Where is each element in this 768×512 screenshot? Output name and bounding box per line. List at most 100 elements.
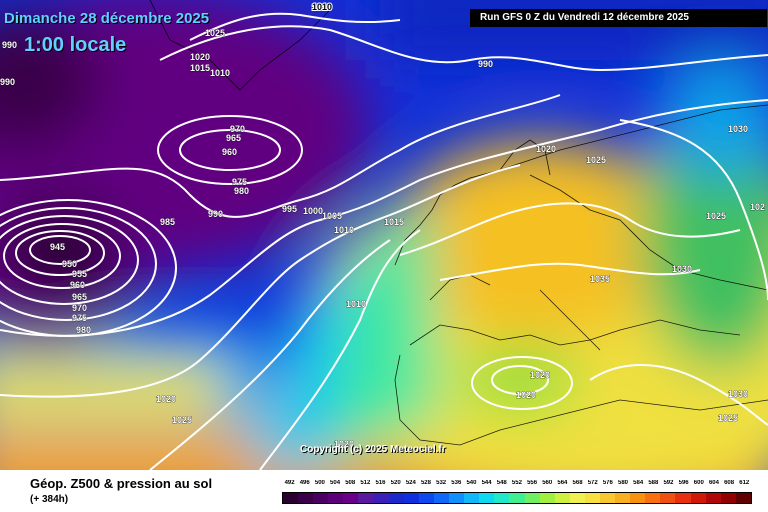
isobar-label: 980 <box>76 325 91 335</box>
scale-swatch <box>418 493 434 503</box>
scale-swatch <box>660 493 676 503</box>
isobar-label: 955 <box>72 269 87 279</box>
isobar-label: 945 <box>50 242 65 252</box>
isobar-label: 980 <box>234 186 249 196</box>
isobar-label: 970 <box>72 303 87 313</box>
isobar-label: 985 <box>160 217 175 227</box>
isobar-label: 1030 <box>728 124 748 134</box>
scale-swatch <box>569 493 585 503</box>
scale-swatch <box>584 493 600 503</box>
scale-swatch <box>313 493 329 503</box>
scale-swatch <box>690 493 706 503</box>
isobar-label: 1025 <box>706 211 726 221</box>
scale-label: 520 <box>390 480 401 486</box>
scale-label: 548 <box>496 480 507 486</box>
isobar-label: 990 <box>0 77 15 87</box>
weather-map: 990 990 1010 1025 1020 1015 1010 990 970… <box>0 0 768 470</box>
scale-label: 528 <box>420 480 431 486</box>
scale-label: 584 <box>633 480 644 486</box>
scale-label: 568 <box>572 480 583 486</box>
isobar-label: 975 <box>72 313 87 323</box>
scale-label: 512 <box>360 480 371 486</box>
isobar-label: 1010 <box>312 2 332 12</box>
scale-swatch <box>494 493 510 503</box>
scale-swatch <box>509 493 525 503</box>
copyright-text: Copyright (c) 2025 Meteociel.fr <box>300 444 446 455</box>
scale-swatch <box>449 493 465 503</box>
scale-label: 588 <box>648 480 659 486</box>
isobar-label: 990 <box>2 40 17 50</box>
isobar-label: 1010 <box>334 225 354 235</box>
forecast-date: Dimanche 28 décembre 2025 <box>4 10 210 27</box>
color-scale-labels: 492 496 500 504 508 512 516 520 524 528 532 536 540 5… <box>282 480 752 490</box>
isobar-label: 1030 <box>728 389 748 399</box>
scale-label: 540 <box>466 480 477 486</box>
scale-swatch <box>599 493 616 503</box>
scale-swatch <box>433 493 450 503</box>
isobar-label: 1010 <box>210 68 230 78</box>
scale-label: 516 <box>375 480 386 486</box>
scale-label: 592 <box>663 480 674 486</box>
scale-swatch <box>283 493 299 503</box>
scale-label: 492 <box>284 480 295 486</box>
scale-swatch <box>343 493 359 503</box>
scale-swatch <box>388 493 404 503</box>
isobar-label: 1020 <box>516 390 536 400</box>
isobar-label: 965 <box>72 292 87 302</box>
scale-label: 552 <box>511 480 522 486</box>
scale-label: 604 <box>708 480 719 486</box>
isobar-label: 995 <box>282 204 297 214</box>
isobar-label: 1020 <box>530 370 550 380</box>
scale-label: 508 <box>345 480 356 486</box>
scale-label: 560 <box>542 480 553 486</box>
scale-swatch <box>645 493 661 503</box>
scale-swatch <box>720 493 736 503</box>
isobar-label: 1025 <box>205 28 225 38</box>
isobar-label: 1025 <box>172 415 192 425</box>
scale-swatch <box>539 493 555 503</box>
scale-label: 600 <box>693 480 704 486</box>
isobar-label: 1015 <box>190 63 210 73</box>
scale-swatch <box>524 493 540 503</box>
isobar-label: 102 <box>750 202 765 212</box>
scale-label: 544 <box>481 480 492 486</box>
scale-label: 596 <box>678 480 689 486</box>
scale-swatch <box>554 493 570 503</box>
scale-swatch <box>615 493 631 503</box>
scale-label: 536 <box>451 480 462 486</box>
coastlines <box>149 0 768 446</box>
map-footer: Géop. Z500 & pression au sol (+ 384h) 49… <box>0 470 768 512</box>
scale-label: 524 <box>405 480 416 486</box>
scale-swatch <box>464 493 480 503</box>
isobar-label: 990 <box>478 59 493 69</box>
geopotential-field <box>0 0 768 470</box>
scale-label: 556 <box>527 480 538 486</box>
isobar-label: 1005 <box>322 211 342 221</box>
scale-swatch <box>328 493 344 503</box>
isobar-label: 990 <box>208 209 223 219</box>
forecast-time: 1:00 locale <box>24 34 127 56</box>
isobar-label: 1035 <box>590 274 610 284</box>
scale-swatch <box>705 493 721 503</box>
scale-swatch <box>298 493 314 503</box>
isobar-label: 950 <box>62 259 77 269</box>
lead-time: (+ 384h) <box>30 494 69 505</box>
scale-label: 580 <box>618 480 629 486</box>
scale-label: 572 <box>587 480 598 486</box>
scale-swatch <box>479 493 495 503</box>
map-canvas: 990 990 1010 1025 1020 1015 1010 990 970… <box>0 0 768 470</box>
scale-label: 496 <box>299 480 310 486</box>
scale-label: 608 <box>724 480 735 486</box>
scale-label: 532 <box>436 480 447 486</box>
isobar-label: 1020 <box>190 52 210 62</box>
isobar-label: 1010 <box>346 299 366 309</box>
scale-label: 564 <box>557 480 568 486</box>
isobar-label: 1020 <box>156 394 176 404</box>
isobar-label: 965 <box>226 133 241 143</box>
scale-swatch <box>675 493 691 503</box>
scale-label: 612 <box>739 480 750 486</box>
isobar-label: 960 <box>222 147 237 157</box>
scale-swatch <box>373 493 389 503</box>
isobars <box>0 12 768 470</box>
